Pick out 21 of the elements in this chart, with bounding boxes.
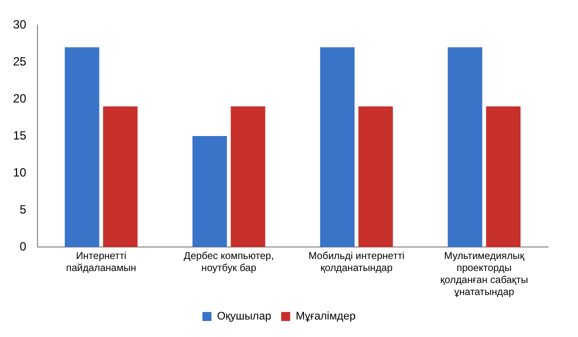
x-tick-label: Мультимедиялық проекторды қолданған сабақты ұнататындар [440,250,528,298]
y-tick-label: 10 [12,165,27,180]
y-tick-label: 25 [12,54,27,68]
y-tick-label: 15 [12,128,27,142]
legend-label: Оқушылар [216,310,272,323]
bar [230,106,266,247]
legend-label: Мұғалімдер [296,310,356,323]
bar [358,106,393,247]
x-tick-label: Мобильді интернетті қолданатындар [308,250,405,274]
y-tick-label: 0 [20,239,27,254]
y-tick-label: 5 [20,202,27,216]
x-tick-label: Интернетті пайдаланамын [66,250,136,274]
bar [103,106,138,247]
bar [448,47,482,247]
y-tick-label: 30 [12,17,27,32]
y-tick-label: 20 [12,91,27,106]
x-tick-label: Дербес компьютер, ноутбук бар [184,250,274,274]
bar [192,136,227,247]
bar [486,106,521,247]
bar [320,47,355,247]
bar [64,47,100,247]
